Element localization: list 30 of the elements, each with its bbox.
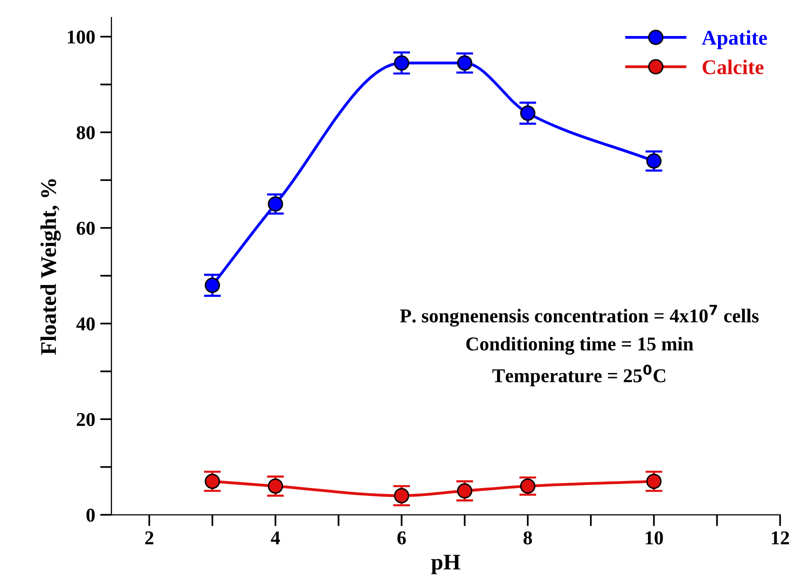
annotation: P. songnenensis concentration = 4x10$^{7}$ cells <box>400 304 759 327</box>
y-tick-label: 80 <box>76 126 95 140</box>
point <box>268 196 284 212</box>
legend-label: Apatite <box>702 30 768 50</box>
x-tick-label: 10 <box>646 531 663 544</box>
point <box>457 55 472 71</box>
point <box>646 474 662 489</box>
point <box>204 474 220 489</box>
point <box>268 478 284 494</box>
y-tick-label: 60 <box>76 222 95 235</box>
annotation: Temperature = 25$^{0}$C <box>492 364 666 386</box>
x-tick-label: 8 <box>524 531 532 544</box>
legend-label: Calcite <box>702 60 764 74</box>
x-tick-label: 4 <box>270 531 280 544</box>
point <box>394 55 410 71</box>
y-tick-label: 100 <box>68 30 95 44</box>
x-tick-label: 2 <box>145 531 154 544</box>
x-axis-title: pH <box>431 554 460 574</box>
y-tick-label: 0 <box>86 508 95 522</box>
point <box>520 106 536 121</box>
point <box>394 488 410 504</box>
point <box>204 278 220 293</box>
point <box>457 483 472 499</box>
annotation: Conditioning time = 15 min <box>466 336 694 355</box>
x-tick-label: 6 <box>397 531 406 544</box>
y-axis-title: Floated Weight, % <box>40 179 61 355</box>
point <box>646 153 662 169</box>
y-tick-label: 20 <box>76 412 95 426</box>
y-tick-label: 40 <box>76 317 95 330</box>
x-tick-label: 12 <box>772 531 789 544</box>
